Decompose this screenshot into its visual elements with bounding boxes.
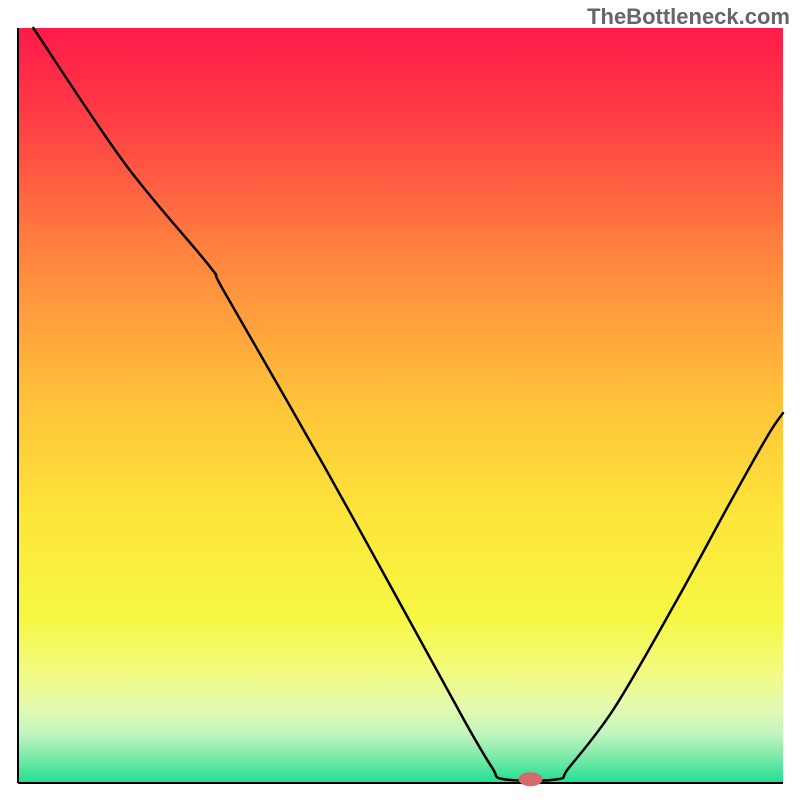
bottleneck-chart: TheBottleneck.com (0, 0, 800, 800)
chart-svg (0, 0, 800, 800)
watermark-text: TheBottleneck.com (587, 4, 790, 30)
plot-background (18, 28, 783, 783)
optimal-marker (519, 772, 543, 786)
